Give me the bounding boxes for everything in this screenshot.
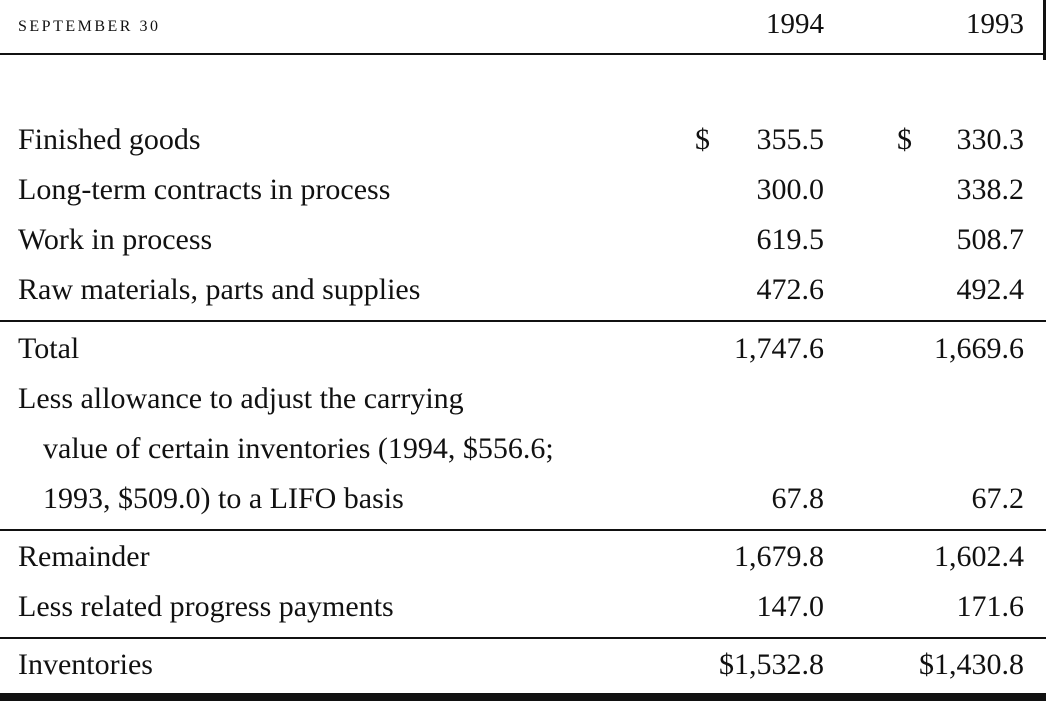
value-1993: 508.7 <box>956 223 1025 256</box>
value-1994: 1,747.6 <box>734 332 824 365</box>
value-1993: 1,669.6 <box>934 332 1024 365</box>
value-1994: 147.0 <box>756 590 825 623</box>
bottom-thick-rule <box>0 693 1046 701</box>
dollar-sign: $ <box>897 123 912 156</box>
value-1993: 1,602.4 <box>934 540 1024 573</box>
value-1994: 300.0 <box>756 173 825 206</box>
final-divider <box>0 637 1046 639</box>
year-1994-header: 1994 <box>766 8 824 40</box>
value-1993: $1,430.8 <box>919 648 1024 681</box>
row-label: Work in process <box>18 223 213 256</box>
value-1994: 1,679.8 <box>734 540 824 573</box>
value-1993: 338.2 <box>956 173 1025 206</box>
row-label: Remainder <box>18 540 150 573</box>
header-divider <box>0 53 1046 55</box>
value-1993: 171.6 <box>956 590 1025 623</box>
date-column-header: SEPTEMBER 30 <box>18 18 161 35</box>
value-1994: 67.8 <box>771 482 825 515</box>
row-label: Total <box>18 332 80 365</box>
value-1994: 619.5 <box>756 223 825 256</box>
value-1994: 472.6 <box>756 273 825 306</box>
row-label: Long-term contracts in process <box>18 173 391 206</box>
row-label: Raw materials, parts and supplies <box>18 273 421 306</box>
row-label: Less related progress payments <box>18 590 394 623</box>
header-right-border <box>1043 0 1046 60</box>
value-1994: $1,532.8 <box>719 648 824 681</box>
year-1993-header: 1993 <box>966 8 1024 40</box>
remainder-divider <box>0 529 1046 531</box>
value-1994: 355.5 <box>756 123 825 156</box>
row-label-line1: Less allowance to adjust the carrying <box>18 382 464 415</box>
value-1993: 492.4 <box>956 273 1025 306</box>
value-1993: 330.3 <box>956 123 1025 156</box>
dollar-sign: $ <box>695 123 710 156</box>
row-label-line3: 1993, $509.0) to a LIFO basis <box>43 482 404 515</box>
subtotal-divider <box>0 320 1046 322</box>
row-label: Inventories <box>18 648 153 681</box>
row-label: Finished goods <box>18 123 201 156</box>
row-label-line2: value of certain inventories (1994, $556… <box>43 432 554 465</box>
value-1993: 67.2 <box>971 482 1025 515</box>
